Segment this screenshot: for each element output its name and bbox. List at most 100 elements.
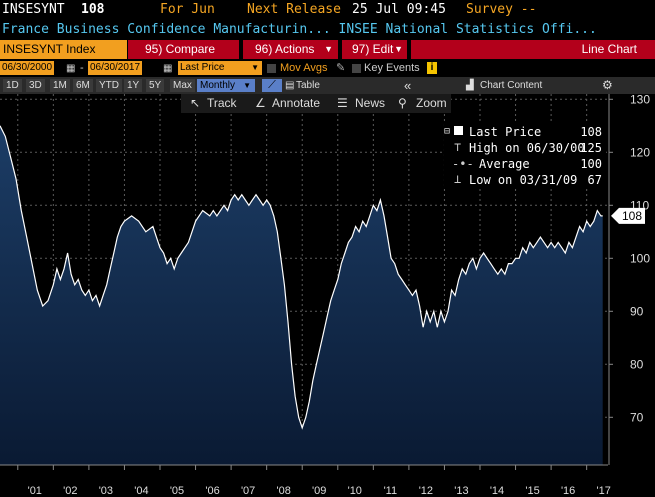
news-button[interactable]: News <box>355 96 386 110</box>
chart-content-icon: ▟ <box>466 80 474 91</box>
x-axis: '01 '02 '03 '04 '05 '06 '07 '08 '09 '10 '11 '12 '13 '… <box>0 464 611 497</box>
period-1y-button[interactable]: 1Y <box>124 79 143 92</box>
annotate-icon: ∠ <box>255 96 266 110</box>
index-tab[interactable]: INSESYNT Index <box>0 40 127 59</box>
x-tick-label: '09 <box>312 485 326 497</box>
ticker: INSESYNT <box>2 2 65 17</box>
for-label: For Jun <box>160 2 215 17</box>
frequency-value: Monthly <box>200 80 236 91</box>
compare-button[interactable]: 95) Compare <box>128 40 239 59</box>
period-5y-button[interactable]: 5Y <box>146 79 165 92</box>
low-marker-icon: ⊥ <box>454 172 462 186</box>
last-value: 108 <box>81 2 105 17</box>
chevron-down-icon: ▼ <box>243 81 251 90</box>
calendar-icon[interactable]: ▦ <box>163 63 173 74</box>
price-field-select[interactable]: Last Price ▼ <box>178 61 262 75</box>
frequency-select[interactable]: Monthly ▼ <box>197 79 255 92</box>
track-button[interactable]: Track <box>207 96 237 110</box>
x-tick-label: '07 <box>241 485 255 497</box>
mov-avgs-label: Mov Avgs <box>280 62 328 74</box>
tab-bar: INSESYNT Index 95) Compare 96) Actions ▼ … <box>0 40 655 59</box>
period-ytd-button[interactable]: YTD <box>96 79 122 92</box>
series-line <box>0 125 603 430</box>
y-tick-label: 90 <box>630 304 644 318</box>
x-tick-label: '08 <box>276 485 290 497</box>
end-date-value: 06/30/2017 <box>90 62 141 73</box>
x-tick-label: '12 <box>419 485 433 497</box>
series-area <box>0 125 603 466</box>
legend-low-value: 67 <box>587 173 602 187</box>
period-6m-button[interactable]: 6M <box>73 79 93 92</box>
x-tick-label: '15 <box>525 485 539 497</box>
edit-button[interactable]: 97) Edit ▼ <box>342 40 407 59</box>
table-icon: ▤ <box>285 80 295 91</box>
x-tick-label: '14 <box>490 485 504 497</box>
period-1m-button[interactable]: 1M <box>50 79 70 92</box>
period-3d-button[interactable]: 3D <box>26 79 45 92</box>
calendar-icon[interactable]: ▦ <box>66 63 76 74</box>
x-tick-label: '02 <box>63 485 77 497</box>
last-value-tag: 108 <box>611 207 645 224</box>
legend: ⊟ Last Price 108 ⊤ High on 06/30/00 125 … <box>444 122 606 188</box>
y-tick-label: 120 <box>630 145 650 159</box>
legend-last-label: Last Price <box>469 125 542 139</box>
end-date-input[interactable]: 06/30/2017 <box>88 61 143 75</box>
x-tick-label: '03 <box>99 485 113 497</box>
period-1d-button[interactable]: 1D <box>3 79 22 92</box>
chart-type-label: Line Chart <box>581 42 637 56</box>
y-tick-label: 100 <box>630 251 650 265</box>
zoom-button[interactable]: Zoom <box>416 96 447 110</box>
search-icon: ⚲ <box>398 96 407 110</box>
x-tick-label: '05 <box>170 485 184 497</box>
mov-avgs-checkbox[interactable] <box>267 64 276 73</box>
chart-content-button[interactable]: Chart Content <box>480 80 543 91</box>
table-button[interactable]: Table <box>296 80 320 91</box>
period-bar: 1D 3D 1M 6M YTD 1Y 5Y Max Monthly ▼ ⟋ ▤ T… <box>0 77 655 94</box>
x-tick-label: '13 <box>454 485 468 497</box>
index-tab-label: INSESYNT Index <box>3 42 96 56</box>
line-chart-icon[interactable]: ⟋ <box>262 79 282 92</box>
release-label: Next Release <box>247 2 341 17</box>
description: France Business Confidence Manufacturin.… <box>2 22 597 37</box>
actions-label: 96) Actions <box>255 42 315 56</box>
average-marker-icon: -•- <box>452 157 474 171</box>
collapse-icon[interactable]: « <box>404 78 412 93</box>
title-bar: INSESYNT 108 For Jun Next Release 25 Jul… <box>0 0 655 20</box>
collapse-legend-icon[interactable]: ⊟ <box>444 126 451 137</box>
legend-average-value: 100 <box>580 157 602 171</box>
y-tick-label: 130 <box>630 94 650 106</box>
x-tick-label: '10 <box>348 485 362 497</box>
start-date-value: 06/30/2000 <box>2 62 53 73</box>
period-max-button[interactable]: Max <box>170 79 195 92</box>
date-separator: - <box>80 62 84 74</box>
x-tick-label: '17 <box>596 485 610 497</box>
chevron-down-icon: ▼ <box>251 63 259 72</box>
actions-button[interactable]: 96) Actions ▼ <box>243 40 338 59</box>
x-tick-label: '01 <box>28 485 42 497</box>
description-bar: France Business Confidence Manufacturin.… <box>0 20 655 40</box>
chart-type-tab[interactable]: Line Chart <box>411 40 655 59</box>
legend-average-label: Average <box>479 157 530 171</box>
edit-caret-icon: ▼ <box>394 44 403 54</box>
info-icon[interactable]: i <box>427 62 437 74</box>
pencil-icon: ✎ <box>336 62 346 74</box>
start-date-input[interactable]: 06/30/2000 <box>0 61 55 75</box>
release-date: 25 Jul 09:45 <box>352 2 446 17</box>
x-tick-label: '04 <box>134 485 148 497</box>
annotate-button[interactable]: Annotate <box>272 96 321 110</box>
x-tick-label: '11 <box>384 485 398 497</box>
track-icon: ↖ <box>190 96 201 110</box>
gear-icon[interactable]: ⚙ <box>602 78 613 92</box>
date-control-bar: 06/30/2000 ▦ - 06/30/2017 ▦ Last Price ▼ … <box>0 60 655 77</box>
legend-high-label: High on 06/30/00 <box>469 141 585 155</box>
legend-last-value: 108 <box>580 125 602 139</box>
news-icon: ☰ <box>337 96 348 110</box>
last-value-marker <box>611 207 645 224</box>
legend-swatch <box>454 126 463 135</box>
key-events-checkbox[interactable] <box>352 64 361 73</box>
legend-low-label: Low on 03/31/09 <box>469 173 578 187</box>
x-tick-label: '16 <box>561 485 575 497</box>
high-marker-icon: ⊤ <box>454 140 462 154</box>
key-events-label: Key Events <box>364 62 420 74</box>
